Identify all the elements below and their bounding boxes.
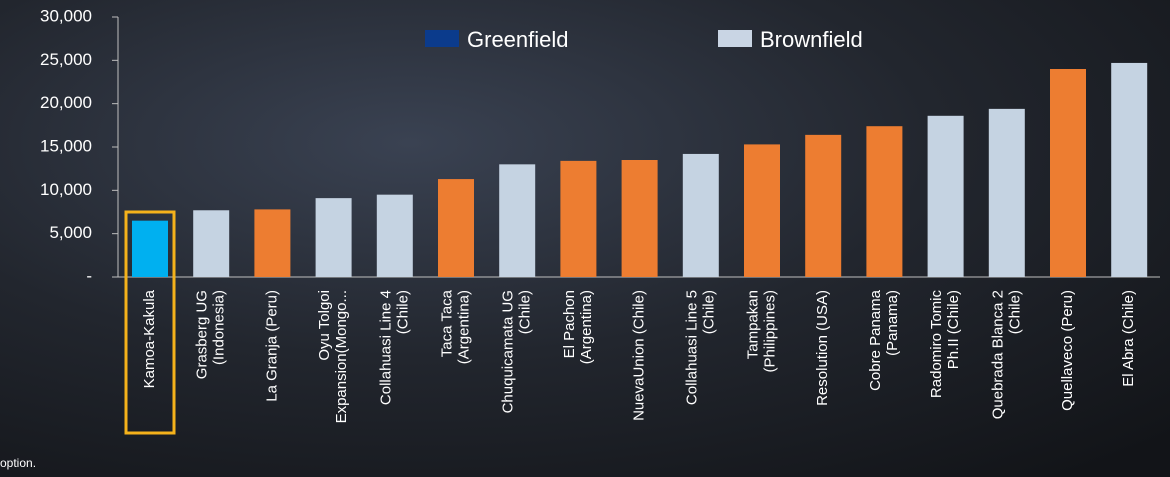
x-tick-label: (Chile) — [394, 290, 411, 334]
bar — [254, 209, 291, 277]
y-tick-label: 15,000 — [40, 136, 92, 155]
bar — [682, 153, 719, 277]
bar — [621, 160, 658, 277]
bar — [866, 126, 903, 277]
bar — [744, 144, 780, 277]
x-tick-label: (Argentina) — [578, 290, 595, 364]
x-tick-label: La Granja (Peru) — [263, 290, 280, 402]
highlight-box — [124, 210, 176, 435]
legend-swatch — [718, 30, 752, 47]
y-tick-label: 10,000 — [40, 180, 92, 199]
x-tick-label: (Chile) — [1006, 290, 1023, 334]
x-tick-label: Quellaveco (Peru) — [1059, 290, 1076, 411]
footnote: option. — [0, 456, 36, 470]
bar — [315, 198, 352, 277]
bar — [132, 220, 168, 277]
legend-swatch — [425, 30, 459, 47]
legend-label: Brownfield — [760, 27, 863, 52]
x-tick-label: Taca Taca — [438, 289, 455, 357]
x-tick-label: Quebrada Blanca 2 — [989, 290, 1006, 419]
x-tick-label: (Argentina) — [455, 290, 472, 364]
x-tick-label: Grasberg UG — [194, 290, 211, 379]
x-tick-label: (Chile) — [700, 290, 717, 334]
x-tick-label: Resolution (USA) — [814, 290, 831, 406]
bar — [560, 160, 597, 277]
bar — [1050, 69, 1086, 277]
bar — [193, 210, 230, 277]
bar — [988, 108, 1025, 277]
x-tick-label: El Pachon — [561, 290, 578, 358]
y-tick-label: 20,000 — [40, 93, 92, 112]
bar — [805, 134, 842, 277]
x-tick-label: NuevaUnion (Chile) — [631, 290, 648, 421]
x-tick-label: Chuquicamata UG — [500, 290, 517, 413]
x-tick-label: (Panama) — [884, 290, 901, 356]
bar — [927, 115, 964, 277]
x-tick-label: (Indonesia) — [211, 290, 228, 365]
x-tick-label: El Abra (Chile) — [1120, 290, 1137, 387]
y-tick-label: 30,000 — [40, 6, 92, 25]
y-tick-label: 5,000 — [49, 223, 92, 242]
x-tick-label: Radomiro Tomic — [928, 290, 945, 399]
y-tick-label: 25,000 — [40, 50, 92, 69]
x-tick-label: Cobre Panama — [867, 289, 884, 391]
bar — [438, 179, 474, 277]
bar — [376, 194, 413, 277]
x-tick-label: Tampakan — [744, 290, 761, 359]
x-tick-label: Collahuasi Line 5 — [683, 290, 700, 405]
bar — [499, 164, 536, 277]
x-tick-label: Expansion(Mongo... — [333, 290, 350, 423]
x-tick-label: (Philippines) — [761, 290, 778, 373]
legend-label: Greenfield — [467, 27, 569, 52]
x-tick-label: Oyu Tolgoi — [316, 290, 333, 361]
bar — [1111, 62, 1148, 277]
x-tick-label: Collahuasi Line 4 — [377, 290, 394, 405]
y-tick-label: - — [86, 266, 92, 285]
x-tick-label: Kamoa-Kakula — [141, 289, 158, 388]
x-tick-label: (Chile) — [517, 290, 534, 334]
x-tick-label: Ph.II (Chile) — [945, 290, 962, 369]
